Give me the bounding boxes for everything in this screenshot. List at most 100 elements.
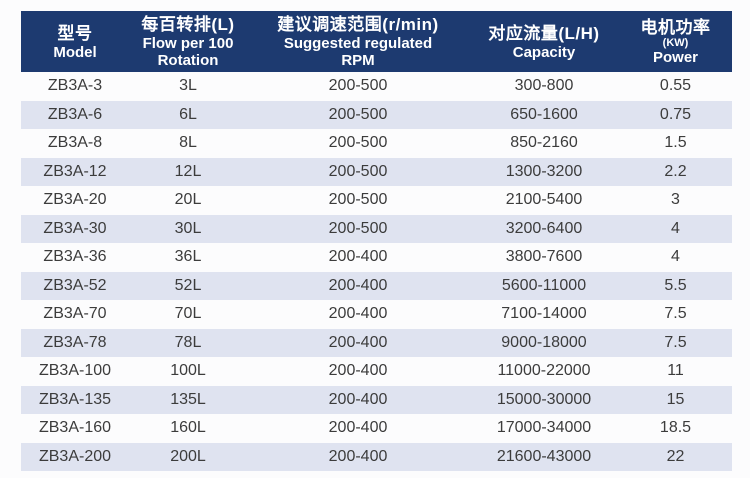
- table-row: ZB3A-78 78L 200-400 9000-18000 7.5: [21, 328, 732, 357]
- cell-model: ZB3A-70: [43, 305, 107, 323]
- cell-power: 11: [667, 362, 684, 380]
- cell-capacity: 7100-14000: [501, 305, 587, 323]
- table-row: ZB3A-30 30L 200-500 3200-6400 4: [21, 214, 732, 243]
- header-rpm: 建议调速范围(r/min) Suggested regulated RPM: [247, 11, 469, 72]
- cell-rpm: 200-400: [328, 362, 388, 380]
- table-row: ZB3A-100 100L 200-400 11000-22000 11: [21, 357, 732, 386]
- table-row: ZB3A-52 52L 200-400 5600-11000 5.5: [21, 271, 732, 300]
- cell-flow: 20L: [174, 191, 202, 209]
- table-header: 型号 Model 每百转排(L) Flow per 100 Rotation 建…: [21, 11, 732, 72]
- cell-capacity: 300-800: [514, 77, 574, 95]
- table-row: ZB3A-12 12L 200-500 1300-3200 2.2: [21, 157, 732, 186]
- cell-model: ZB3A-6: [47, 105, 103, 123]
- cell-model: ZB3A-52: [43, 276, 107, 294]
- header-flow-en2: Rotation: [157, 52, 219, 69]
- cell-power: 5.5: [664, 276, 687, 294]
- table-row: ZB3A-8 8L 200-500 850-2160 1.5: [21, 129, 732, 158]
- table-row: ZB3A-200 200L 200-400 21600-43000 22: [21, 442, 732, 471]
- cell-rpm: 200-500: [328, 191, 388, 209]
- table-row: ZB3A-160 160L 200-400 17000-34000 18.5: [21, 414, 732, 443]
- cell-model: ZB3A-12: [43, 162, 107, 180]
- cell-flow: 6L: [179, 105, 197, 123]
- cell-capacity: 3200-6400: [505, 219, 583, 237]
- cell-capacity: 15000-30000: [496, 390, 592, 408]
- cell-flow: 160L: [170, 419, 206, 437]
- cell-power: 1.5: [664, 134, 687, 152]
- header-model-zh: 型号: [57, 23, 93, 43]
- cell-power: 4: [671, 248, 680, 266]
- header-flow-en1: Flow per 100: [142, 35, 234, 52]
- cell-flow: 12L: [174, 162, 202, 180]
- cell-power: 3: [671, 191, 680, 209]
- cell-flow: 70L: [174, 305, 202, 323]
- header-capacity-zh: 对应流量(L/H): [488, 23, 600, 43]
- table-row: ZB3A-6 6L 200-500 650-1600 0.75: [21, 100, 732, 129]
- cell-flow: 100L: [170, 362, 206, 380]
- cell-power: 4: [671, 219, 680, 237]
- cell-rpm: 200-500: [328, 162, 388, 180]
- header-power: 电机功率 (KW) Power: [619, 11, 732, 72]
- cell-rpm: 200-400: [328, 390, 388, 408]
- cell-rpm: 200-400: [328, 333, 388, 351]
- cell-rpm: 200-400: [328, 305, 388, 323]
- cell-flow: 135L: [170, 390, 206, 408]
- cell-rpm: 200-500: [328, 105, 388, 123]
- table-body: ZB3A-3 3L 200-500 300-800 0.55 ZB3A-6 6L 200-5…: [21, 72, 732, 471]
- cell-power: 2.2: [664, 162, 687, 180]
- header-model: 型号 Model: [21, 11, 129, 72]
- header-flow-zh: 每百转排(L): [141, 15, 235, 34]
- cell-rpm: 200-400: [328, 276, 388, 294]
- header-power-zh: 电机功率: [640, 18, 711, 37]
- cell-flow: 36L: [174, 248, 202, 266]
- cell-rpm: 200-400: [328, 447, 388, 465]
- header-power-kw: (KW): [662, 37, 689, 49]
- cell-capacity: 9000-18000: [501, 333, 587, 351]
- header-flow: 每百转排(L) Flow per 100 Rotation: [129, 11, 247, 72]
- cell-capacity: 650-1600: [510, 105, 578, 123]
- cell-capacity: 1300-3200: [505, 162, 583, 180]
- cell-flow: 52L: [174, 276, 202, 294]
- cell-power: 0.55: [659, 77, 692, 95]
- cell-rpm: 200-400: [328, 248, 388, 266]
- table-row: ZB3A-135 135L 200-400 15000-30000 15: [21, 385, 732, 414]
- header-model-en: Model: [53, 43, 97, 61]
- table-row: ZB3A-36 36L 200-400 3800-7600 4: [21, 243, 732, 272]
- cell-capacity: 850-2160: [510, 134, 578, 152]
- cell-model: ZB3A-100: [38, 362, 112, 380]
- cell-rpm: 200-400: [328, 419, 388, 437]
- header-rpm-en2: RPM: [341, 52, 375, 69]
- cell-rpm: 200-500: [328, 219, 388, 237]
- cell-model: ZB3A-20: [43, 191, 107, 209]
- cell-flow: 78L: [174, 333, 202, 351]
- cell-model: ZB3A-30: [43, 219, 107, 237]
- cell-capacity: 2100-5400: [505, 191, 583, 209]
- cell-flow: 200L: [170, 447, 206, 465]
- cell-model: ZB3A-8: [47, 134, 103, 152]
- cell-model: ZB3A-200: [38, 447, 112, 465]
- cell-flow: 3L: [179, 77, 197, 95]
- header-rpm-en1: Suggested regulated: [283, 35, 433, 52]
- cell-capacity: 11000-22000: [497, 362, 591, 380]
- cell-rpm: 200-500: [328, 77, 388, 95]
- table-row: ZB3A-70 70L 200-400 7100-14000 7.5: [21, 300, 732, 329]
- cell-model: ZB3A-36: [43, 248, 107, 266]
- cell-power: 7.5: [664, 305, 687, 323]
- cell-capacity: 21600-43000: [496, 447, 592, 465]
- cell-model: ZB3A-3: [47, 77, 103, 95]
- cell-model: ZB3A-135: [38, 390, 112, 408]
- header-power-en: Power: [652, 49, 698, 66]
- header-capacity-en: Capacity: [512, 43, 576, 61]
- spec-table: 型号 Model 每百转排(L) Flow per 100 Rotation 建…: [21, 11, 732, 471]
- cell-power: 7.5: [664, 333, 687, 351]
- header-rpm-zh: 建议调速范围(r/min): [277, 15, 439, 34]
- cell-capacity: 5600-11000: [501, 276, 587, 294]
- cell-power: 15: [666, 390, 685, 408]
- cell-power: 22: [666, 447, 685, 465]
- header-capacity: 对应流量(L/H) Capacity: [469, 11, 619, 72]
- cell-power: 18.5: [659, 419, 692, 437]
- cell-model: ZB3A-160: [38, 419, 112, 437]
- cell-flow: 8L: [179, 134, 197, 152]
- cell-power: 0.75: [659, 105, 692, 123]
- table-row: ZB3A-20 20L 200-500 2100-5400 3: [21, 186, 732, 215]
- cell-capacity: 3800-7600: [505, 248, 583, 266]
